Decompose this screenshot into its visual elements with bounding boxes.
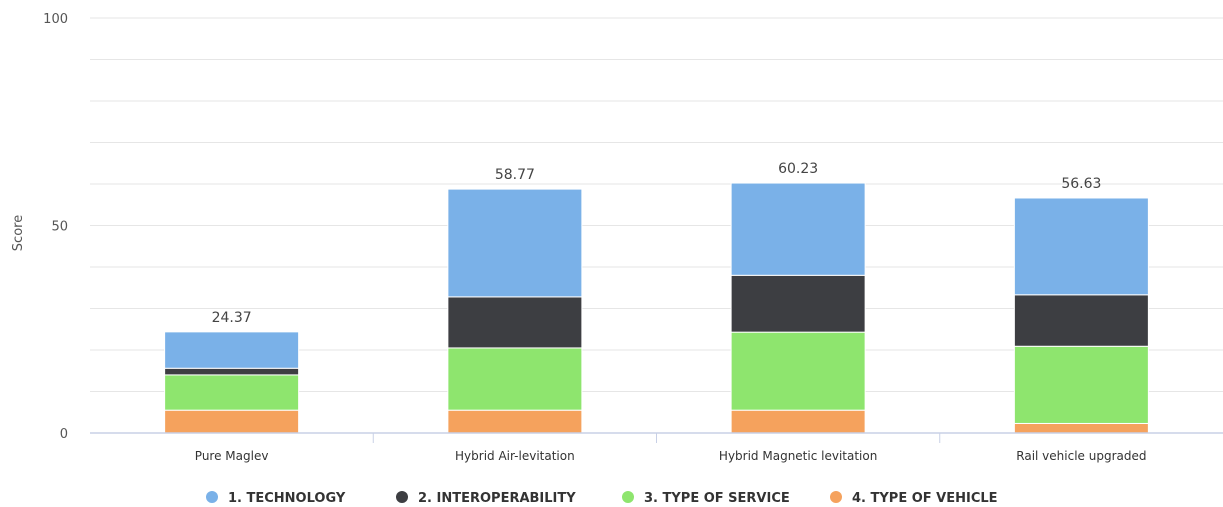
bar-segment [1013, 422, 1149, 434]
x-category-label: Rail vehicle upgraded [1016, 449, 1146, 463]
bar-total-label: 58.77 [495, 167, 535, 183]
y-tick-label: 100 [43, 12, 68, 27]
legend-marker [206, 491, 218, 503]
bar-segment [1013, 345, 1149, 424]
x-category-label: Hybrid Air-levitation [455, 449, 575, 463]
legend-item-label: 3. TYPE OF SERVICE [644, 491, 790, 506]
x-category-label: Pure Maglev [195, 449, 269, 463]
bar-segment [730, 182, 866, 276]
y-tick-label: 0 [60, 427, 68, 442]
bar-segment [730, 274, 866, 333]
bar-segment [164, 367, 300, 376]
y-axis-title: Score [11, 215, 26, 251]
bar-segment [447, 296, 583, 349]
bar-segment [1013, 197, 1149, 296]
legend-marker [830, 491, 842, 503]
legend-item-label: 2. INTEROPERABILITY [418, 491, 576, 506]
bar-segment [164, 409, 300, 434]
bar-segment [730, 409, 866, 434]
legend-marker [396, 491, 408, 503]
bar-total-label: 24.37 [212, 310, 252, 326]
legend-marker [622, 491, 634, 503]
legend-item-label: 4. TYPE OF VEHICLE [852, 491, 998, 506]
legend: 1. TECHNOLOGY 2. INTEROPERABILITY 3. TYPE … [206, 491, 998, 506]
bar-segment [447, 409, 583, 434]
y-tick-label: 50 [51, 220, 68, 235]
bar-segment [447, 347, 583, 411]
x-axis-ticks: Pure Maglev Hybrid Air-levitation Hybrid M… [195, 433, 1146, 463]
y-axis-ticks: 0 50 100 [43, 12, 68, 442]
x-category-label: Hybrid Magnetic levitation [719, 449, 877, 463]
bar-segment [447, 188, 583, 298]
bar-segment [1013, 294, 1149, 347]
bar-total-label: 56.63 [1061, 176, 1101, 192]
bar-totals: 24.37 58.77 60.23 56.63 [212, 161, 1102, 326]
bar-total-label: 60.23 [778, 161, 818, 177]
bar-segment [164, 374, 300, 411]
legend-item-label: 1. TECHNOLOGY [228, 491, 346, 506]
bar-segment [164, 331, 300, 369]
bars [164, 182, 1149, 434]
bar-segment [730, 331, 866, 411]
